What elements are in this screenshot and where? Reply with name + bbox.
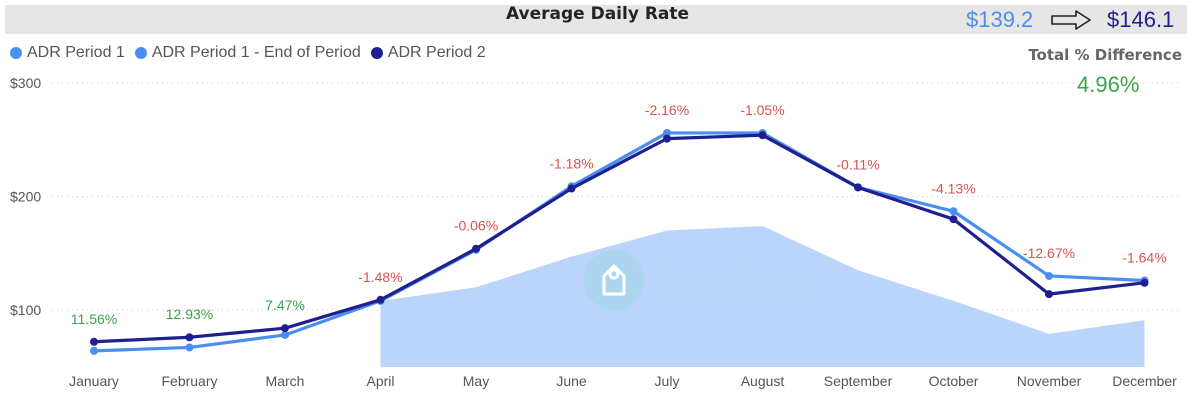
point-period1[interactable] xyxy=(1045,271,1053,280)
point-period1[interactable] xyxy=(663,128,671,137)
point-period2[interactable] xyxy=(185,333,194,342)
point-period2[interactable] xyxy=(472,244,480,253)
x-tick-label: September xyxy=(824,373,893,389)
legend-label: ADR Period 1 - End of Period xyxy=(151,44,361,61)
total-diff-value: 4.96% xyxy=(1077,72,1140,97)
point-period2[interactable] xyxy=(567,184,576,193)
watermark: hosthub xyxy=(584,250,818,310)
y-tick-label: $100 xyxy=(10,302,41,318)
point-period2[interactable] xyxy=(90,337,98,346)
total-diff-label: Total % Difference xyxy=(1028,46,1182,64)
data-label: -1.64% xyxy=(1122,249,1166,265)
point-period2[interactable] xyxy=(949,215,958,224)
kpi-to-value: $146.1 xyxy=(1107,7,1175,32)
point-period1[interactable] xyxy=(185,343,194,352)
legend-item-period2[interactable]: ADR Period 2 xyxy=(370,44,486,62)
point-period2[interactable] xyxy=(1140,278,1149,287)
data-label: -2.16% xyxy=(645,102,689,118)
point-period2[interactable] xyxy=(854,183,862,192)
x-tick-label: October xyxy=(929,373,979,389)
data-label: -4.13% xyxy=(931,180,975,196)
data-label: 11.56% xyxy=(71,311,117,327)
data-label: 12.93% xyxy=(166,306,213,322)
x-tick-label: July xyxy=(655,373,680,389)
point-period1[interactable] xyxy=(281,330,289,339)
data-label: -0.11% xyxy=(836,156,879,172)
series-line-period1 xyxy=(93,131,1145,353)
data-label: -1.48% xyxy=(358,269,402,285)
y-tick-label: $200 xyxy=(10,189,41,205)
point-period1[interactable] xyxy=(90,346,98,355)
point-period2[interactable] xyxy=(281,324,289,333)
x-tick-label: March xyxy=(266,373,305,389)
chart-title: Average Daily Rate xyxy=(505,4,690,24)
x-tick-label: December xyxy=(1112,373,1177,389)
data-label: -1.05% xyxy=(740,102,784,118)
legend-item-period1[interactable]: ADR Period 1 xyxy=(10,44,125,62)
house-icon xyxy=(584,250,644,310)
x-tick-label: June xyxy=(556,373,587,389)
point-period2[interactable] xyxy=(758,131,767,140)
point-period2[interactable] xyxy=(663,134,671,143)
legend: ADR Period 1 ADR Period 1 - End of Perio… xyxy=(10,44,486,62)
watermark-text: hosthub xyxy=(652,261,818,302)
point-period1[interactable] xyxy=(949,207,958,216)
data-label: -12.67% xyxy=(1023,245,1075,261)
data-label: -0.06% xyxy=(454,218,498,234)
legend-item-period1-end[interactable]: ADR Period 1 - End of Period xyxy=(134,44,361,62)
arrow-right-icon xyxy=(1051,10,1091,30)
x-tick-label: August xyxy=(741,373,785,389)
x-tick-label: February xyxy=(161,373,217,389)
data-label: 7.47% xyxy=(265,297,305,313)
legend-label: ADR Period 1 xyxy=(27,44,125,61)
x-tick-label: April xyxy=(366,373,394,389)
title-bar xyxy=(5,5,1187,34)
x-tick-label: January xyxy=(69,373,119,389)
kpi-from-value: $139.2 xyxy=(966,7,1034,32)
series-line-period2 xyxy=(93,133,1145,344)
x-tick-label: November xyxy=(1017,373,1082,389)
series-area-period1-end xyxy=(380,226,1145,367)
legend-label: ADR Period 2 xyxy=(387,44,486,61)
x-tick-label: May xyxy=(463,373,489,389)
point-period2[interactable] xyxy=(1045,290,1053,299)
data-label: -1.18% xyxy=(549,155,593,171)
legend-dot-icon xyxy=(370,47,383,59)
legend-dot-icon xyxy=(134,47,147,59)
y-tick-label: $300 xyxy=(10,75,41,91)
legend-dot-icon xyxy=(10,47,22,59)
point-period2[interactable] xyxy=(376,295,385,304)
